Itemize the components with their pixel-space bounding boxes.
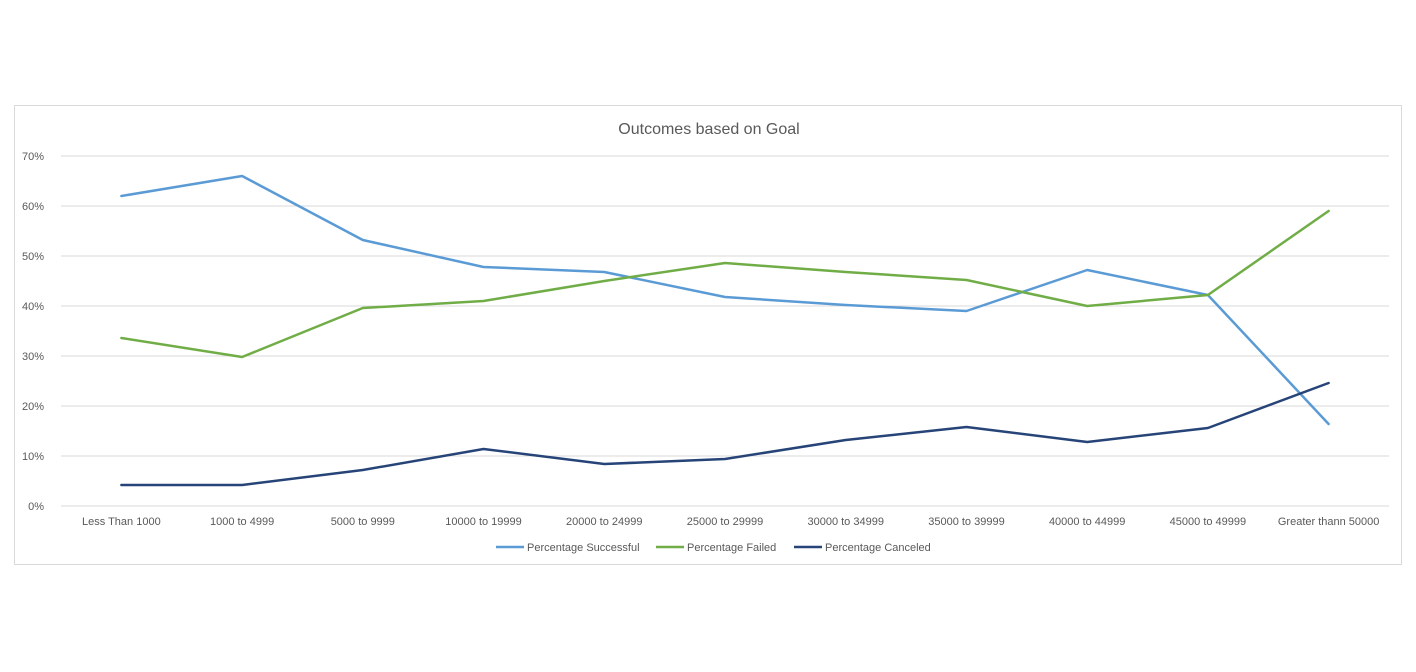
gridlines (61, 155, 1389, 507)
x-tick-label: 30000 to 34999 (807, 516, 883, 528)
y-tick-label: 70% (22, 151, 44, 163)
x-tick-label: 10000 to 19999 (445, 516, 521, 528)
y-tick-label: 50% (22, 251, 44, 263)
legend-label: Percentage Failed (687, 542, 776, 554)
series-line-3 (120, 381, 1330, 487)
line-chart: Outcomes based on Goal 0% 10% 20% 30% 40% 50%… (22, 121, 1389, 554)
series-lines (120, 174, 1330, 487)
chart-title: Outcomes based on Goal (618, 121, 799, 138)
legend-label: Percentage Canceled (825, 542, 931, 554)
x-tick-label: Greater thann 50000 (1278, 516, 1380, 528)
x-tick-label: 40000 to 44999 (1049, 516, 1125, 528)
legend-label: Percentage Successful (527, 542, 640, 554)
x-tick-label: 5000 to 9999 (331, 516, 395, 528)
series-line-2 (120, 209, 1330, 359)
y-tick-label: 60% (22, 201, 44, 213)
x-tick-label: 45000 to 49999 (1170, 516, 1246, 528)
x-tick-label: 20000 to 24999 (566, 516, 642, 528)
x-tick-label: Less Than 1000 (82, 516, 161, 528)
x-tick-label: 1000 to 4999 (210, 516, 274, 528)
legend: Percentage Successful Percentage Failed Pe… (496, 542, 931, 554)
x-axis-ticks: Less Than 1000 1000 to 4999 5000 to 9999 10… (82, 516, 1379, 528)
y-tick-label: 40% (22, 301, 44, 313)
y-tick-label: 30% (22, 351, 44, 363)
y-tick-label: 20% (22, 401, 44, 413)
chart-area: Outcomes based on Goal 0% 10% 20% 30% 40% 50%… (14, 105, 1402, 565)
y-tick-label: 0% (28, 501, 44, 513)
x-tick-label: 35000 to 39999 (928, 516, 1004, 528)
y-tick-label: 10% (22, 451, 44, 463)
x-tick-label: 25000 to 29999 (687, 516, 763, 528)
series-line-1 (120, 174, 1330, 426)
y-axis-ticks: 0% 10% 20% 30% 40% 50% 60% 70% (22, 151, 44, 513)
